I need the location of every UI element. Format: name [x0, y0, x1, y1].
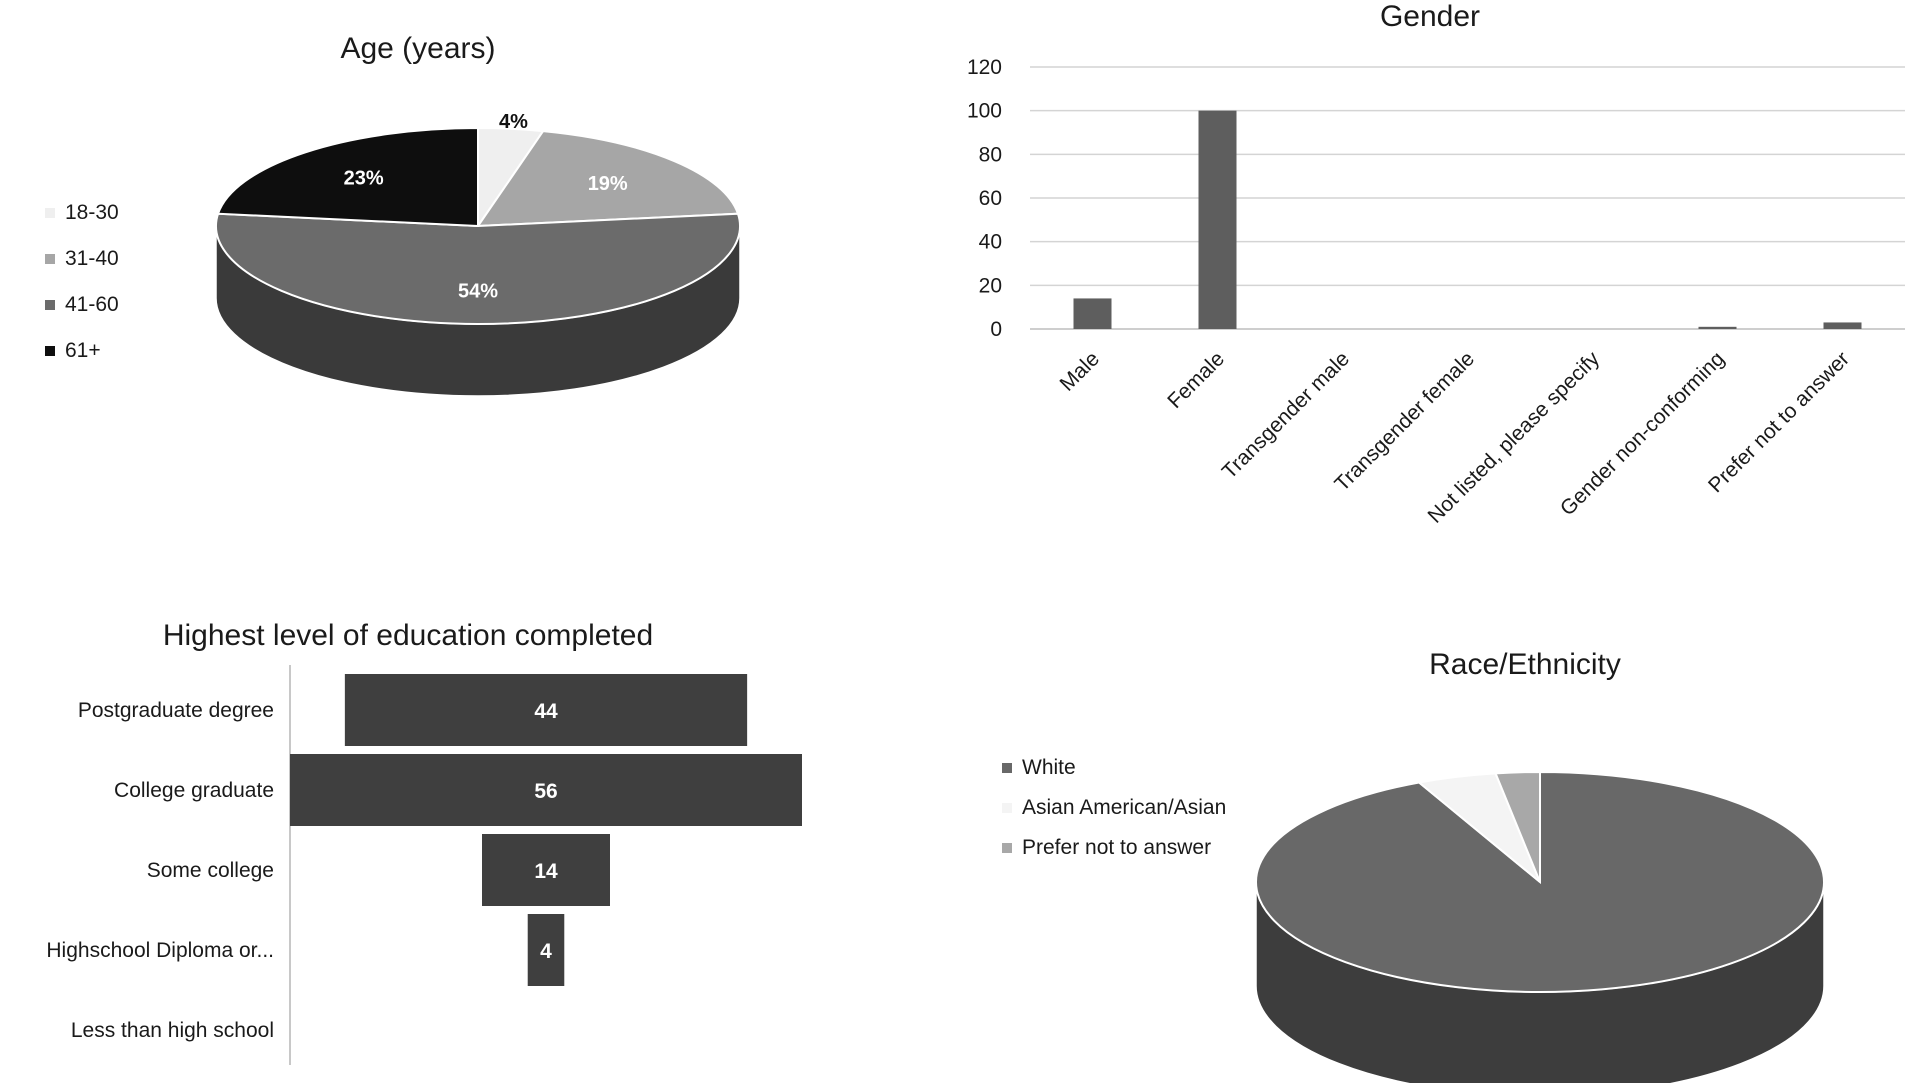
- race-legend-swatch-prefer-not-to-answer: [1002, 843, 1012, 853]
- gender-xlabel-male: Male: [1056, 347, 1104, 395]
- gender-chart-panel: Gender 0 20 40 60 80 100 120 Male Female Transge…: [940, 0, 1907, 580]
- age-data-label-61: 23%: [344, 167, 384, 189]
- age-legend-label-18-30: 18-30: [65, 201, 119, 224]
- age-legend-swatch-61: [45, 346, 55, 356]
- gender-bar-male: [1073, 298, 1112, 329]
- education-bar-some-college: [482, 834, 610, 906]
- age-legend-swatch-41-60: [45, 300, 55, 310]
- education-category-college-graduate: College graduate: [114, 779, 274, 802]
- race-slice-prefer-not-to-answer: [1494, 770, 1541, 883]
- race-legend-label-white: White: [1022, 756, 1076, 779]
- age-slice-31-40: [476, 130, 740, 228]
- gender-ytick-40: 40: [979, 231, 1002, 254]
- race-legend-label-asian-american-asian: Asian American/Asian: [1022, 796, 1226, 819]
- age-chart-panel: Age (years) 4% 19% 54% 23% 18-30 31-40 41-60 6…: [0, 0, 900, 480]
- gender-bar-prefer-not-to-answer: [1823, 322, 1862, 329]
- education-data-label-some-college: 14: [534, 860, 558, 883]
- age-legend-label-31-40: 31-40: [65, 247, 119, 270]
- gender-xlabel-transgender-male: Transgender male: [1218, 347, 1354, 483]
- race-chart-panel: Race/Ethnicity White Asian American/Asian…: [940, 620, 1907, 1088]
- gender-xlabel-prefer-not-to-answer: Prefer not to answer: [1704, 347, 1854, 497]
- age-legend-label-41-60: 41-60: [65, 293, 119, 316]
- gender-xlabel-female: Female: [1163, 347, 1229, 413]
- age-chart-title: Age (years): [340, 32, 495, 65]
- gender-ytick-120: 120: [967, 56, 1002, 79]
- gender-ytick-100: 100: [967, 100, 1002, 123]
- gender-ytick-0: 0: [990, 318, 1002, 341]
- education-data-label-highschool-diploma-or: 4: [540, 940, 552, 963]
- age-legend-swatch-31-40: [45, 254, 55, 264]
- education-bar-highschool-diploma-or: [527, 914, 565, 986]
- education-category-some-college: Some college: [147, 859, 274, 882]
- education-funnel-chart: Highest level of education completed Pos…: [46, 619, 802, 1065]
- gender-bar-gender-non-conforming: [1698, 326, 1737, 329]
- age-legend-swatch-18-30: [45, 208, 55, 218]
- age-pie-chart: Age (years) 4% 19% 54% 23% 18-30 31-40 41-60 6…: [45, 32, 741, 397]
- education-category-postgraduate-degree: Postgraduate degree: [78, 699, 274, 722]
- age-data-label-18-30: 4%: [499, 111, 528, 133]
- education-bar-college-graduate: [290, 754, 802, 826]
- race-legend-swatch-white: [1002, 763, 1012, 773]
- race-chart-title: Race/Ethnicity: [1429, 648, 1621, 681]
- education-category-highschool-diploma-or: Highschool Diploma or...: [46, 939, 274, 962]
- race-legend-swatch-asian-american-asian: [1002, 803, 1012, 813]
- gender-ytick-60: 60: [979, 187, 1002, 210]
- age-legend-label-61: 61+: [65, 339, 101, 362]
- gender-xlabel-transgender-female: Transgender female: [1330, 347, 1479, 496]
- race-pie-chart: Race/Ethnicity White Asian American/Asian…: [1002, 648, 1825, 1088]
- gender-bar-female: [1198, 110, 1237, 330]
- education-chart-panel: Highest level of education completed Pos…: [0, 600, 900, 1083]
- gender-ytick-20: 20: [979, 274, 1002, 297]
- age-data-label-31-40: 19%: [588, 173, 628, 195]
- age-data-label-41-60: 54%: [458, 281, 498, 303]
- education-category-less-than-high-school: Less than high school: [71, 1019, 274, 1042]
- race-legend-label-prefer-not-to-answer: Prefer not to answer: [1022, 836, 1211, 859]
- education-data-label-postgraduate-degree: 44: [534, 700, 558, 723]
- age-slice-61: [216, 126, 479, 228]
- age-slice-41-60: [215, 212, 741, 325]
- education-data-label-college-graduate: 56: [534, 780, 557, 803]
- gender-chart-title: Gender: [1380, 0, 1480, 33]
- education-chart-title: Highest level of education completed: [163, 619, 653, 652]
- education-bar-postgraduate-degree: [344, 674, 748, 746]
- gender-ytick-80: 80: [979, 143, 1002, 166]
